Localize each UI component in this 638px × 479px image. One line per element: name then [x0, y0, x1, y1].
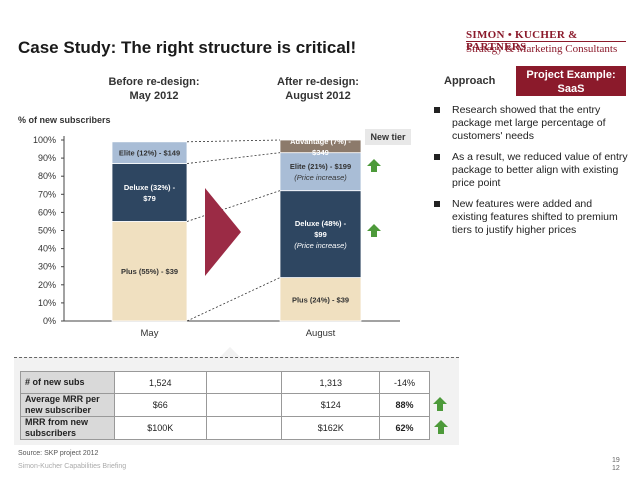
spacer-cell [205, 393, 283, 417]
august-value: 1,313 [281, 371, 381, 394]
x-category-label: May [141, 328, 159, 339]
bullet-text: As a result, we reduced value of entry p… [452, 151, 628, 189]
bar-segment-elite [279, 152, 362, 192]
y-tick-label: 30% [38, 262, 56, 272]
connector-line [186, 139, 281, 143]
y-tick-label: 0% [43, 316, 56, 326]
before-heading-line2: May 2012 [129, 90, 179, 102]
bar-segment-deluxe [279, 190, 362, 278]
page-title: Case Study: The right structure is criti… [18, 38, 357, 57]
up-arrow-icon [433, 420, 448, 434]
bar-segment-deluxe [111, 163, 188, 222]
page-number-main: 19 [612, 457, 620, 464]
table-row: # of new subs 1,524 1,313 -14% [20, 371, 452, 394]
change-value: 62% [379, 416, 430, 440]
stacked-bar-chart: 0% 10% 20% 30% 40% 50% 60% 70% 80% 90% 100% Plus (5… [33, 135, 400, 339]
arrow-cell [429, 394, 451, 417]
segment-note: (Price increase) [294, 241, 347, 250]
logo-divider [466, 41, 626, 42]
y-tick-label: 90% [38, 153, 56, 163]
may-value: $66 [113, 393, 207, 417]
results-table: # of new subs 1,524 1,313 -14% Average M… [20, 371, 452, 440]
y-tick-label: 70% [38, 189, 56, 199]
connector-line [186, 152, 281, 164]
bar-segment-elite [111, 141, 188, 164]
footer-text: Simon-Kucher Capabilities Briefing [18, 463, 127, 470]
segment-label: Advantage (7%) - [290, 137, 351, 146]
y-axis-label: % of new subscribers [18, 115, 111, 125]
y-tick-label: 60% [38, 207, 56, 217]
bar-segment-plus [111, 221, 188, 322]
bullet-item: As a result, we reduced value of entry p… [430, 151, 630, 190]
spacer-cell [205, 371, 283, 394]
august-value: $124 [281, 393, 381, 417]
x-category-label: August [306, 328, 336, 339]
change-value: -14% [379, 371, 430, 394]
may-value: $100K [113, 416, 207, 440]
segment-label: $99 [314, 230, 327, 239]
august-value: $162K [281, 416, 381, 440]
bullet-text: New features were added and existing fea… [452, 198, 618, 236]
before-heading: Before re-design: May 2012 [94, 75, 214, 103]
spacer-cell [205, 416, 283, 440]
row-header: # of new subs [20, 371, 115, 394]
bullet-square-icon [434, 154, 440, 160]
price-up-arrow-icon [367, 159, 381, 172]
project-badge-line2: SaaS [557, 83, 585, 95]
new-tier-badge: New tier [365, 129, 411, 145]
may-value: 1,524 [113, 371, 207, 394]
price-up-arrow-icon [367, 224, 381, 237]
after-heading: After re-design: August 2012 [258, 75, 378, 103]
approach-bullets: Research showed that the entry package m… [430, 104, 630, 245]
change-value: 88% [379, 393, 430, 417]
page-number: 19 12 [612, 457, 620, 473]
segment-label: Elite (21%) - $199 [290, 162, 351, 171]
y-tick-label: 80% [38, 171, 56, 181]
segment-note: (Price increase) [294, 173, 347, 182]
before-heading-line1: Before re-design: [108, 76, 200, 88]
arrow-cell [429, 417, 451, 440]
segment-label: Deluxe (32%) - [124, 183, 176, 192]
project-badge-line1: Project Example: [526, 69, 616, 81]
y-tick-label: 10% [38, 298, 56, 308]
up-arrow-icon [433, 397, 448, 411]
y-tick-label: 20% [38, 280, 56, 290]
bar-segment-advantage [279, 139, 362, 154]
segment-label: Elite (12%) - $149 [119, 149, 180, 158]
segment-label: $79 [143, 194, 156, 203]
page-number-sub: 12 [612, 465, 620, 472]
segment-label: $349 [312, 148, 329, 157]
bullet-square-icon [434, 201, 440, 207]
table-row: Average MRR per new subscriber $66 $124 … [20, 393, 452, 417]
connector-line [186, 277, 281, 322]
segment-label: Plus (24%) - $39 [292, 295, 349, 304]
table-pointer [220, 347, 240, 357]
row-header: MRR from new subscribers [20, 416, 115, 440]
table-row: MRR from new subscribers $100K $162K 62% [20, 416, 452, 440]
y-tick-label: 100% [33, 135, 56, 145]
after-heading-line1: After re-design: [277, 76, 359, 88]
bullet-square-icon [434, 107, 440, 113]
row-header: Average MRR per new subscriber [20, 393, 115, 417]
transition-arrow-icon [205, 188, 241, 276]
arrow-cell [429, 372, 451, 394]
y-tick-label: 40% [38, 244, 56, 254]
y-tick-label: 50% [38, 226, 56, 236]
connector-line [186, 190, 281, 222]
segment-label: Plus (55%) - $39 [121, 267, 178, 276]
bar-segment-plus [279, 277, 362, 322]
company-logo-name: SIMON • KUCHER & PARTNERS [466, 29, 578, 53]
source-note: Source: SKP project 2012 [18, 450, 99, 457]
after-heading-line2: August 2012 [285, 90, 351, 102]
bullet-item: New features were added and existing fea… [430, 198, 630, 237]
bullet-item: Research showed that the entry package m… [430, 104, 630, 143]
project-example-badge: Project Example: SaaS [516, 66, 626, 96]
company-logo-tagline: Strategy & Marketing Consultants [466, 43, 618, 55]
bullet-text: Research showed that the entry package m… [452, 104, 606, 142]
segment-label: Deluxe (48%) - [295, 219, 347, 228]
approach-label: Approach [444, 75, 496, 87]
